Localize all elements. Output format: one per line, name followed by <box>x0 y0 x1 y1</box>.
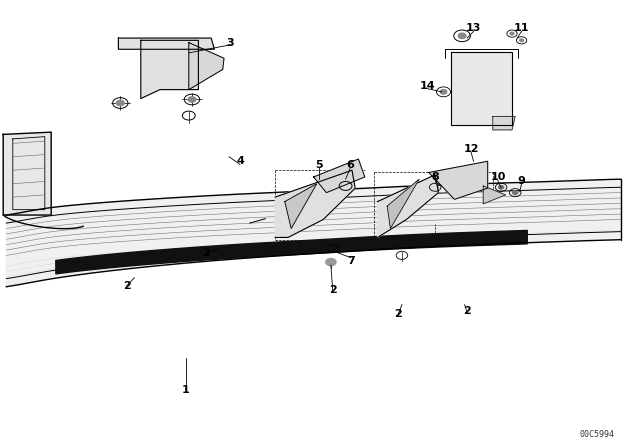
Polygon shape <box>189 43 224 90</box>
Text: 12: 12 <box>463 144 479 154</box>
Polygon shape <box>493 116 515 130</box>
Polygon shape <box>285 184 317 228</box>
Circle shape <box>116 100 124 106</box>
Polygon shape <box>141 40 198 99</box>
Text: 9: 9 <box>518 176 525 185</box>
Text: 1: 1 <box>182 385 189 395</box>
Text: 3: 3 <box>227 38 234 47</box>
Polygon shape <box>6 179 621 287</box>
Circle shape <box>513 191 518 194</box>
Polygon shape <box>275 170 355 237</box>
Polygon shape <box>378 175 438 237</box>
Text: 2: 2 <box>394 309 402 319</box>
Text: 6: 6 <box>346 160 354 170</box>
Circle shape <box>326 258 336 266</box>
Text: 14: 14 <box>420 81 435 91</box>
Polygon shape <box>56 230 527 274</box>
Circle shape <box>499 185 504 189</box>
Text: 7: 7 <box>347 256 355 266</box>
Text: 2: 2 <box>123 281 131 291</box>
Polygon shape <box>314 159 365 193</box>
Polygon shape <box>118 38 214 49</box>
Text: 2: 2 <box>329 285 337 295</box>
Polygon shape <box>3 132 51 215</box>
Polygon shape <box>483 186 506 204</box>
Circle shape <box>440 90 447 94</box>
Polygon shape <box>451 52 512 125</box>
Text: 5: 5 <box>315 160 323 170</box>
Circle shape <box>458 33 466 39</box>
Text: 13: 13 <box>466 23 481 33</box>
Text: 2: 2 <box>202 248 210 258</box>
Circle shape <box>510 32 514 35</box>
Text: 2: 2 <box>463 306 471 316</box>
Text: 00C5994: 00C5994 <box>579 430 614 439</box>
Text: 4: 4 <box>236 156 244 166</box>
Circle shape <box>188 97 196 102</box>
Text: 10: 10 <box>490 172 506 182</box>
Text: 8: 8 <box>431 172 439 182</box>
Polygon shape <box>429 161 488 199</box>
Text: 11: 11 <box>514 23 529 33</box>
Circle shape <box>520 39 524 42</box>
Polygon shape <box>387 179 419 228</box>
